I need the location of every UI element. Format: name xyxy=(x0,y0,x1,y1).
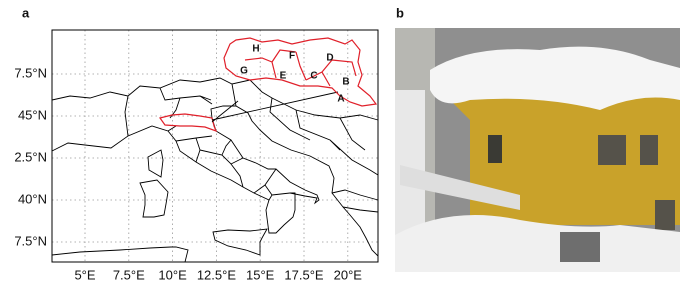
y-tick-label: 7.5°N xyxy=(14,65,47,80)
region-label: D xyxy=(326,53,333,64)
region-label: B xyxy=(342,77,349,88)
x-tick-label: 15°E xyxy=(246,267,275,282)
x-tick-label: 20°E xyxy=(334,267,363,282)
figure: a b H F D G E C BA 7.5°N 45°N 2.5°N 40°N 7.5°N 5°E 7… xyxy=(0,0,683,286)
region-label: H xyxy=(252,44,259,55)
region-label: A xyxy=(337,94,344,105)
map-coastlines xyxy=(52,78,378,262)
region-label: G xyxy=(240,66,248,77)
map-frame xyxy=(52,30,378,262)
region-labels: H F D G E C BA xyxy=(240,44,350,105)
y-tick-label: 2.5°N xyxy=(14,149,47,164)
x-tick-label: 5°E xyxy=(74,267,95,282)
photo xyxy=(395,28,683,272)
y-tick-label: 40°N xyxy=(18,191,47,206)
panel-label: b xyxy=(396,5,404,20)
x-tick-label: 17.5°E xyxy=(284,267,324,282)
region-label: E xyxy=(280,71,287,82)
map-grid xyxy=(52,30,378,262)
x-tick-label: 10°E xyxy=(158,267,187,282)
y-tick-label: 7.5°N xyxy=(14,233,47,248)
x-tick-label: 12.5°E xyxy=(197,267,237,282)
region-label: F xyxy=(289,51,295,62)
region-label: C xyxy=(310,71,317,82)
panel-label: a xyxy=(22,5,30,20)
y-tick-label: 45°N xyxy=(18,107,47,122)
x-tick-label: 7.5°E xyxy=(113,267,145,282)
